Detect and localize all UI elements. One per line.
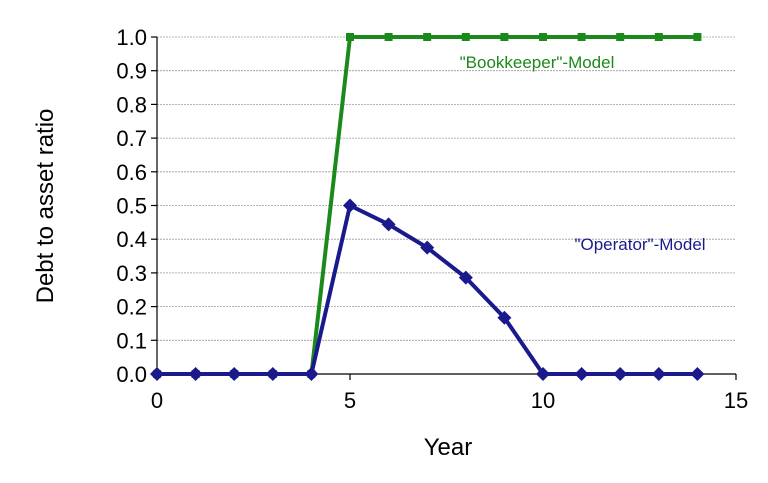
series-line-1 bbox=[157, 203, 698, 376]
data-point-diamond bbox=[458, 270, 473, 285]
annotations: "Bookkeeper"-Model "Operator"-Model bbox=[460, 53, 706, 254]
data-point-square bbox=[654, 33, 663, 41]
ticks: 0.0 0.1 0.2 0.3 0.4 0.5 0.6 0.7 0.8 0.9 1.0 0 5 10 15 bbox=[116, 25, 748, 413]
data-point-square bbox=[461, 33, 470, 41]
data-point-square bbox=[384, 33, 393, 41]
y-tick-label: 0.2 bbox=[116, 295, 147, 320]
y-tick-label: 0.4 bbox=[116, 227, 147, 252]
data-point-diamond bbox=[227, 367, 242, 381]
y-tick-label: 0.6 bbox=[116, 160, 147, 185]
y-tick-label: 0.9 bbox=[116, 59, 147, 84]
data-point-square bbox=[693, 33, 702, 41]
data-point-square bbox=[346, 33, 354, 41]
data-point-square bbox=[577, 33, 586, 41]
y-tick-label: 0.0 bbox=[116, 362, 147, 387]
x-tick-label: 5 bbox=[344, 388, 356, 413]
y-axis-title: Debt to asset ratio bbox=[32, 109, 59, 304]
data-point-diamond bbox=[188, 367, 203, 381]
data-point-diamond bbox=[343, 198, 357, 213]
x-axis-title: Year bbox=[424, 434, 473, 461]
bookkeeper-model-label: "Bookkeeper"-Model bbox=[460, 53, 615, 72]
data-point-diamond bbox=[381, 217, 396, 232]
data-point-square bbox=[539, 33, 547, 41]
data-point-diamond bbox=[304, 367, 319, 381]
data-point-diamond bbox=[690, 367, 705, 381]
data-point-diamond bbox=[574, 367, 589, 381]
data-point-square bbox=[500, 33, 509, 41]
y-tick-label: 0.5 bbox=[116, 194, 147, 219]
data-point-square bbox=[616, 33, 625, 41]
y-tick-label: 1.0 bbox=[116, 25, 147, 50]
data-point-diamond bbox=[265, 367, 280, 381]
data-point-diamond bbox=[420, 240, 435, 255]
series-group bbox=[150, 33, 705, 381]
data-point-square bbox=[423, 33, 432, 41]
y-tick-label: 0.7 bbox=[116, 126, 147, 151]
data-point-diamond bbox=[150, 367, 164, 381]
x-tick-label: 0 bbox=[151, 388, 163, 413]
data-point-diamond bbox=[536, 367, 550, 381]
data-point-diamond bbox=[651, 367, 666, 381]
data-point-diamond bbox=[613, 367, 628, 381]
y-tick-label: 0.1 bbox=[116, 328, 147, 353]
x-tick-label: 10 bbox=[531, 388, 555, 413]
operator-model-label: "Operator"-Model bbox=[574, 235, 705, 254]
data-point-diamond bbox=[497, 310, 512, 325]
gridlines bbox=[157, 36, 736, 341]
y-tick-label: 0.8 bbox=[116, 92, 147, 117]
x-tick-label: 15 bbox=[724, 388, 748, 413]
y-tick-label: 0.3 bbox=[116, 261, 147, 286]
